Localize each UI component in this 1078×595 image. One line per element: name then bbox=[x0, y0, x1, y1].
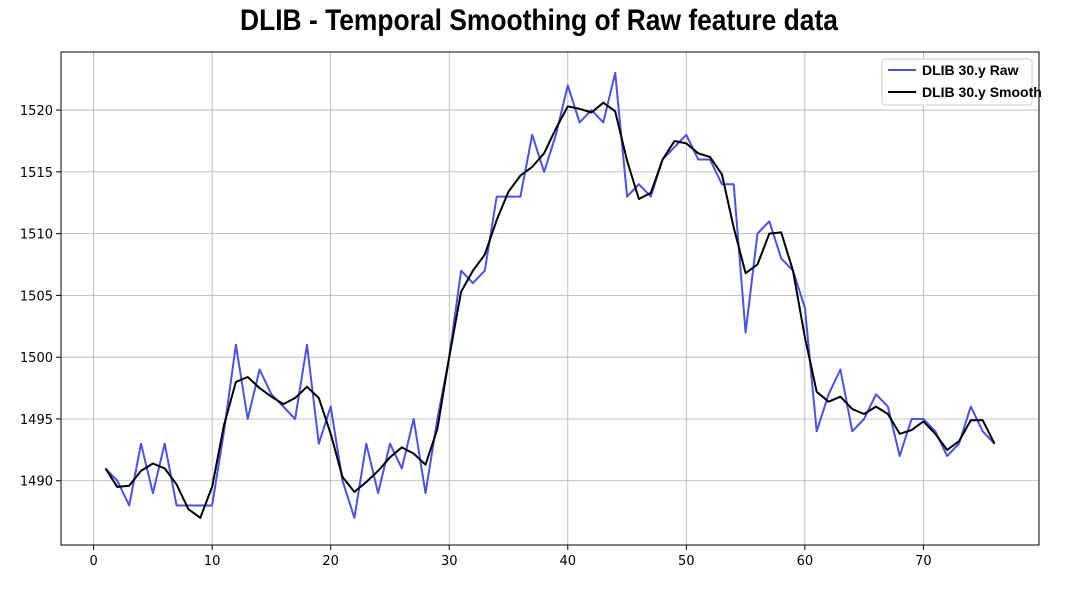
y-axis: 1490 1495 1500 1505 1510 1515 1520 bbox=[20, 104, 61, 490]
series-line-raw bbox=[104, 72, 996, 519]
x-tick-label: 10 bbox=[204, 554, 221, 569]
y-tick-label: 1495 bbox=[20, 413, 53, 428]
chart-title: DLIB - Temporal Smoothing of Raw feature… bbox=[240, 4, 838, 37]
x-tick-label: 0 bbox=[89, 554, 97, 569]
legend-label-raw: DLIB 30.y Raw bbox=[922, 62, 1019, 78]
legend: DLIB 30.y Raw DLIB 30.y Smooth bbox=[881, 58, 1042, 106]
legend-label-smooth: DLIB 30.y Smooth bbox=[922, 84, 1042, 100]
x-tick-label: 40 bbox=[560, 554, 577, 569]
x-tick-label: 50 bbox=[678, 554, 695, 569]
legend-box bbox=[881, 58, 1033, 106]
y-tick-label: 1510 bbox=[20, 228, 53, 243]
series-line-smooth bbox=[104, 101, 996, 519]
x-tick-label: 60 bbox=[797, 554, 814, 569]
x-axis: 0 10 20 30 40 50 60 70 bbox=[89, 545, 932, 569]
x-tick-label: 20 bbox=[322, 554, 339, 569]
y-tick-label: 1500 bbox=[20, 351, 53, 366]
y-tick-label: 1520 bbox=[20, 104, 53, 119]
x-tick-label: 30 bbox=[441, 554, 458, 569]
x-tick-label: 70 bbox=[915, 554, 932, 569]
y-tick-label: 1515 bbox=[20, 166, 53, 181]
grid-lines bbox=[61, 52, 1039, 545]
y-tick-label: 1490 bbox=[20, 475, 53, 490]
plot-frame bbox=[60, 51, 1040, 546]
series-layer bbox=[104, 72, 996, 519]
y-tick-label: 1505 bbox=[20, 289, 53, 304]
